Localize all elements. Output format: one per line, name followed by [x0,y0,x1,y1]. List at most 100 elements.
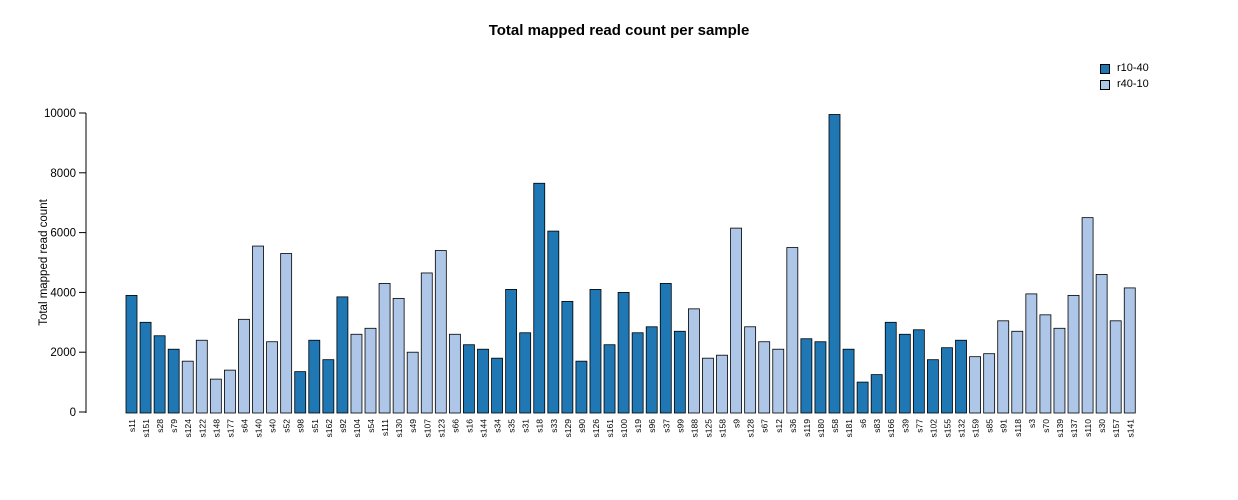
legend-swatch-r40-10-icon [1100,79,1110,90]
x-axis-label-s16: s16 [464,419,474,433]
x-axis-label-s130: s130 [394,419,404,438]
bar-s64 [238,318,250,414]
x-axis-label-s162: s162 [324,419,334,438]
x-axis-label-s83: s83 [872,419,882,433]
bar-s126 [589,289,602,414]
x-axis-label-s132: s132 [957,419,967,438]
x-axis-label-s35: s35 [507,419,517,433]
bar-s144 [477,348,489,414]
bar-s104 [350,333,363,414]
legend-label-r40-10: r40-10 [1117,78,1149,90]
x-axis-label-s52: s52 [282,419,292,433]
x-axis-label-s140: s140 [254,419,264,438]
bar-s35 [505,289,518,414]
bar-s92 [336,296,349,414]
bar-s151 [139,321,152,414]
x-axis-label-s39: s39 [900,419,910,433]
bar-s100 [617,291,630,414]
x-axis-label-s137: s137 [1069,419,1079,438]
bar-s128 [744,326,757,414]
bar-s166 [884,321,897,414]
bar-s85 [983,353,996,414]
bar-s129 [561,300,574,414]
bar-s107 [420,272,433,414]
x-axis-label-s119: s119 [802,419,812,437]
bar-s177 [224,369,236,414]
bar-s180 [814,341,827,414]
bar-s40 [266,341,279,414]
bar-s102 [927,359,939,414]
x-axis-label-s148: s148 [211,419,221,438]
legend-entry-r10-40: r10-40 [1100,62,1149,75]
x-axis-label-s33: s33 [549,419,559,433]
x-axis-label-s30: s30 [1097,419,1107,433]
x-axis-label-s67: s67 [760,419,770,433]
bar-s90 [575,360,588,414]
bar-s98 [294,371,307,414]
bar-s58 [828,114,841,414]
legend: r10-40 r40-10 [1100,62,1149,91]
x-axis-label-s11: s11 [127,419,137,432]
bar-s9 [730,227,742,414]
bar-s157 [1109,320,1122,414]
y-axis-tick-label: 0 [70,407,76,419]
x-axis-label-s144: s144 [479,419,489,438]
bar-s54 [364,327,377,414]
x-axis-label-s49: s49 [408,419,418,433]
x-axis-label-s180: s180 [816,419,826,438]
bar-s161 [603,344,616,414]
bar-s141 [1123,287,1136,414]
x-axis-label-s125: s125 [703,419,713,438]
x-axis-label-s77: s77 [914,419,924,433]
x-axis-label-s64: s64 [239,419,249,433]
x-axis-label-s98: s98 [296,419,306,433]
x-axis-label-s158: s158 [718,419,728,438]
x-axis-label-s66: s66 [450,419,460,433]
x-axis-label-s159: s159 [971,419,981,438]
bar-s124 [181,360,194,414]
bar-s118 [1011,330,1024,414]
x-axis-label-s155: s155 [942,419,952,438]
x-axis-label-s111: s111 [380,419,390,436]
legend-label-r10-40: r10-40 [1117,62,1149,74]
x-axis-label-s31: s31 [521,419,531,433]
bar-s16 [463,344,475,414]
bar-s49 [406,351,419,414]
bar-s123 [434,250,447,414]
bar-s31 [519,332,532,414]
x-axis-label-s9: s9 [732,419,742,428]
bar-s33 [547,230,560,414]
x-axis-label-s40: s40 [268,419,278,433]
bar-s77 [912,329,925,414]
bar-s110 [1081,217,1094,414]
x-axis-label-s34: s34 [493,419,503,433]
x-axis-label-s141: s141 [1125,419,1135,438]
y-axis-tick-label: 2000 [50,347,76,359]
x-axis-label-s96: s96 [647,419,657,433]
x-axis-label-s129: s129 [563,419,573,438]
legend-swatch-r10-40-icon [1100,63,1110,74]
x-axis-label-s123: s123 [436,419,446,438]
chart-title: Total mapped read count per sample [488,22,750,39]
x-axis-label-s92: s92 [338,419,348,433]
bar-s162 [322,359,335,414]
x-axis-label-s12: s12 [774,419,784,433]
x-axis-label-s36: s36 [788,419,798,433]
x-axis-label-s157: s157 [1111,419,1121,438]
x-axis-label-s166: s166 [886,419,896,438]
bar-s79 [167,348,180,414]
x-axis-label-s51: s51 [310,419,320,433]
bar-s28 [153,335,166,414]
bar-s139 [1053,327,1066,414]
bar-s91 [997,320,1010,414]
x-axis-label-s90: s90 [577,419,587,433]
x-axis-label-s102: s102 [928,419,938,438]
x-axis-label-s3: s3 [1027,419,1037,428]
x-axis-label-s128: s128 [746,419,756,438]
x-axis-label-s70: s70 [1041,419,1051,433]
x-axis-label-s18: s18 [535,419,545,433]
bar-s111 [378,283,391,414]
bar-s3 [1025,293,1038,414]
bar-s181 [842,348,855,414]
